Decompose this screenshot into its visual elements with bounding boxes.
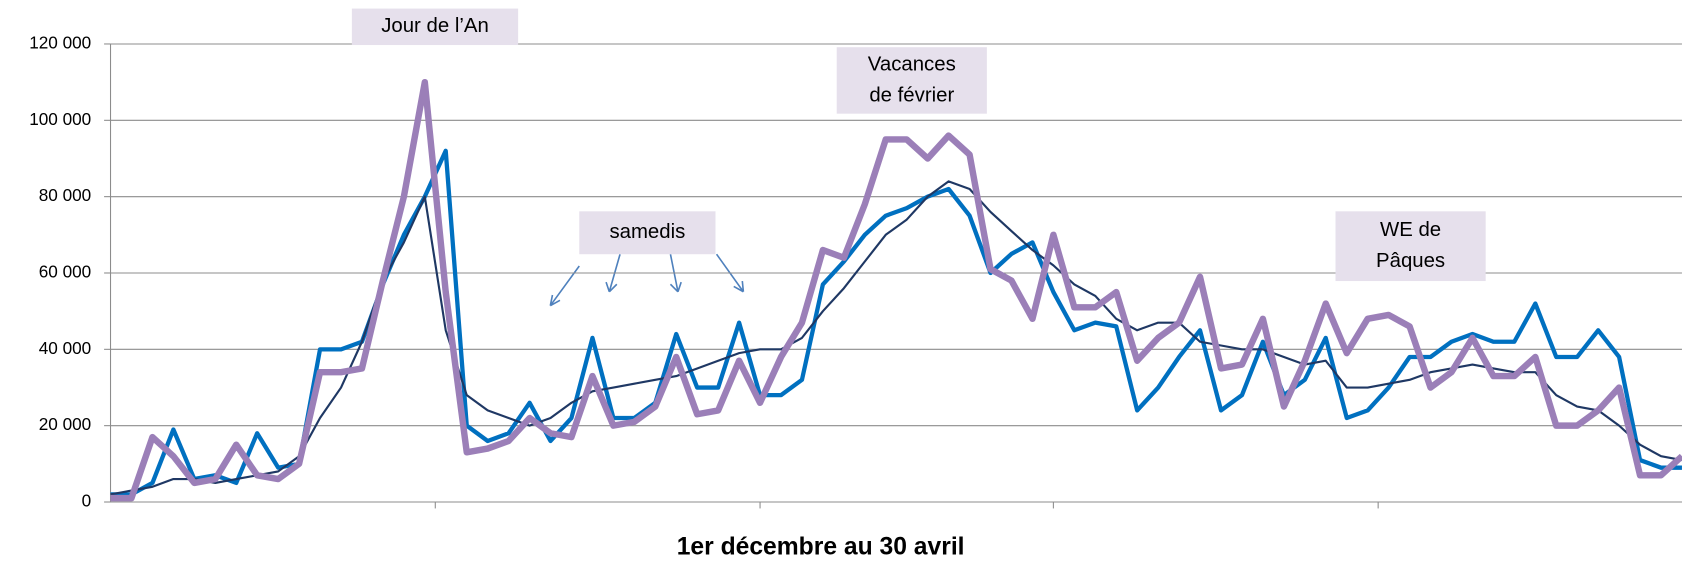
- annotation-text: Pâques: [1376, 250, 1445, 272]
- line-series: [110, 148, 1682, 497]
- annotation-box: [579, 211, 716, 255]
- annotation-arrows: [549, 253, 745, 307]
- y-tick-label: 60 000: [39, 262, 91, 282]
- annotation-box: [351, 8, 519, 46]
- annotation-text: Jour de l’An: [381, 15, 489, 37]
- y-tick-label: 0: [82, 491, 92, 511]
- annotation: Vacances de février: [836, 47, 987, 114]
- annotation-text: Vacances: [868, 53, 956, 75]
- y-tick-label: 120 000: [29, 33, 91, 53]
- y-tick-label: 40 000: [39, 338, 91, 358]
- annotation: Jour de l’An: [351, 8, 519, 46]
- annotation: samedis: [579, 211, 716, 255]
- line-series: [110, 78, 1682, 502]
- x-axis-label: 1er décembre au 30 avril: [677, 534, 965, 561]
- annotation-box: [1335, 211, 1486, 282]
- y-tick-label: 100 000: [29, 109, 91, 129]
- y-tick-label: 20 000: [39, 414, 91, 434]
- arrow: [549, 265, 580, 307]
- annotation-text: de février: [869, 84, 954, 106]
- annotation-text: WE de: [1380, 219, 1441, 241]
- y-tick-label: 80 000: [39, 185, 91, 205]
- annotation-box: [836, 47, 987, 114]
- annotation-text: samedis: [609, 221, 685, 243]
- annotation: WE de Pâques: [1335, 211, 1486, 282]
